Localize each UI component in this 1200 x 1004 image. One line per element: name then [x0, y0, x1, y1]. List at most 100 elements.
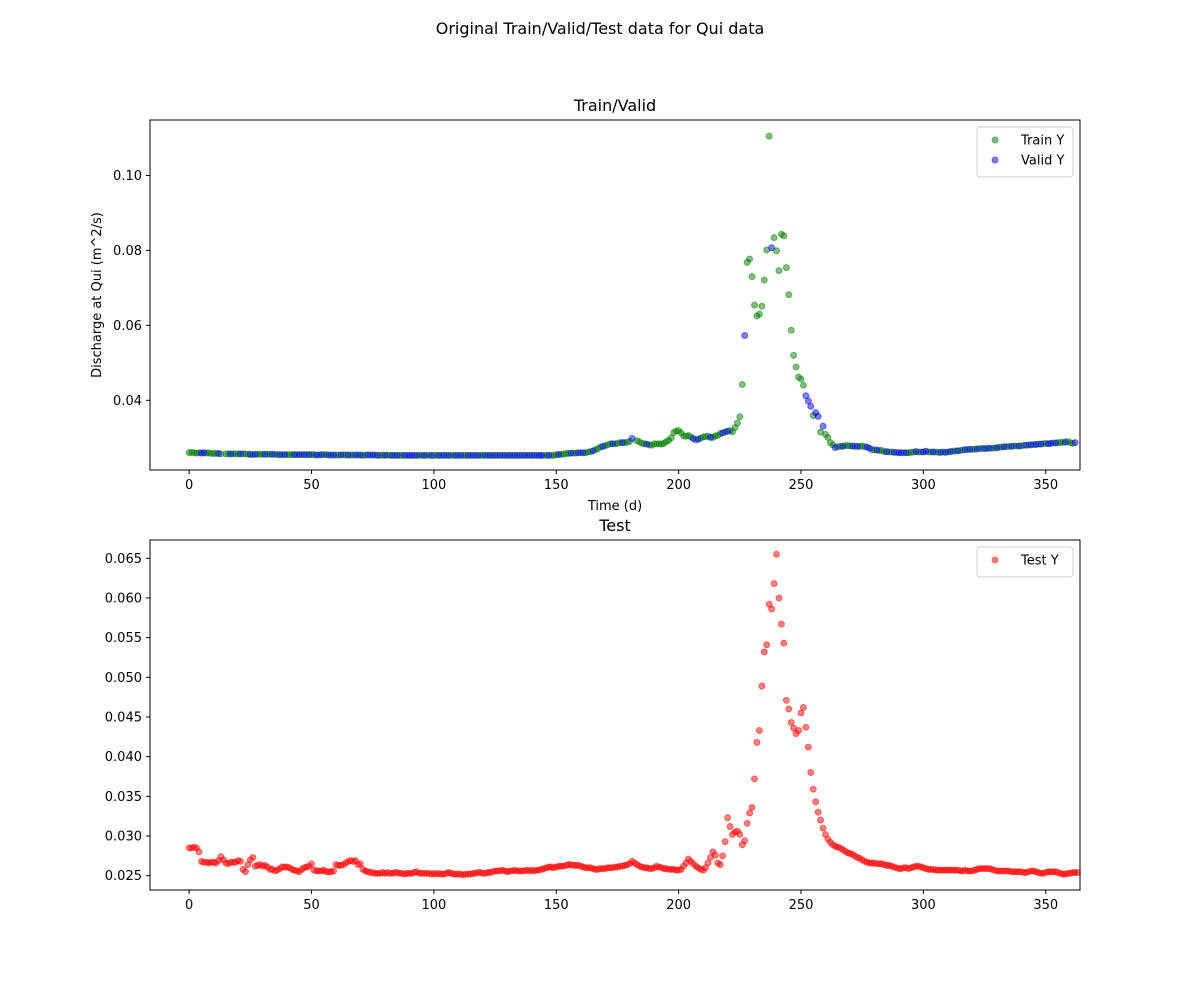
- data-point: [799, 381, 807, 389]
- data-point: [782, 696, 790, 704]
- data-point: [751, 301, 758, 309]
- data-point: [724, 427, 732, 435]
- x-tick-label: 50: [303, 898, 320, 913]
- test-series-test-y: [185, 550, 1082, 879]
- data-point: [726, 823, 734, 831]
- data-point: [1061, 438, 1069, 446]
- data-point: [337, 451, 345, 459]
- data-point: [985, 444, 993, 452]
- data-point: [792, 363, 800, 371]
- data-point: [797, 375, 805, 383]
- x-tick-label: 0: [185, 898, 193, 913]
- data-point: [227, 450, 235, 458]
- data-point: [706, 433, 714, 441]
- data-point: [643, 440, 651, 448]
- data-point: [445, 451, 453, 459]
- data-point: [589, 447, 597, 455]
- data-point: [807, 769, 815, 777]
- y-tick-label: 0.065: [105, 552, 142, 567]
- data-point: [795, 726, 803, 734]
- data-point: [1015, 442, 1023, 450]
- train-valid-legend: Train Y Valid Y: [976, 126, 1074, 178]
- data-point: [1000, 443, 1008, 451]
- data-point: [755, 310, 763, 318]
- data-point: [237, 857, 245, 865]
- data-point: [721, 838, 729, 846]
- data-point: [780, 639, 788, 647]
- test-axes-frame: [149, 539, 1081, 891]
- data-point: [599, 442, 607, 450]
- data-point: [746, 809, 754, 817]
- data-point: [760, 648, 768, 656]
- data-point: [787, 326, 795, 334]
- y-tick-label: 0.040: [105, 750, 142, 765]
- data-point: [268, 450, 276, 458]
- data-point: [733, 419, 741, 427]
- data-point: [773, 247, 781, 255]
- data-point: [787, 719, 795, 727]
- data-point: [545, 451, 553, 459]
- legend-label: Test Y: [1020, 554, 1059, 569]
- legend-marker: [991, 136, 999, 144]
- x-tick-label: 100: [421, 478, 446, 493]
- data-point: [839, 442, 847, 450]
- data-point: [831, 444, 839, 452]
- data-point: [1074, 869, 1082, 877]
- data-point: [237, 450, 245, 458]
- legend-marker: [991, 556, 999, 564]
- train-valid-series-valid-y: [197, 244, 1079, 459]
- legend-label: Train Y: [1020, 134, 1064, 149]
- data-point: [330, 451, 338, 459]
- data-point: [758, 682, 766, 690]
- y-tick-label: 0.06: [113, 319, 142, 334]
- train-valid-series-train-y: [185, 132, 1077, 459]
- data-point: [308, 860, 316, 868]
- y-tick-label: 0.035: [105, 790, 142, 805]
- data-point: [1071, 439, 1079, 447]
- data-point: [704, 859, 712, 867]
- data-point: [993, 444, 1001, 452]
- x-tick-label: 300: [911, 898, 936, 913]
- data-point: [724, 814, 732, 822]
- x-tick-label: 200: [666, 898, 691, 913]
- data-point: [790, 351, 798, 359]
- data-point: [628, 435, 636, 443]
- data-point: [775, 267, 783, 275]
- data-point: [902, 449, 910, 457]
- data-point: [782, 264, 790, 272]
- x-tick-label: 250: [789, 478, 814, 493]
- data-point: [741, 837, 749, 845]
- data-point: [305, 451, 313, 459]
- x-tick-label: 200: [666, 478, 691, 493]
- data-point: [719, 852, 727, 860]
- data-point: [330, 867, 338, 875]
- data-point: [748, 273, 756, 281]
- test-title: Test: [598, 516, 631, 535]
- data-point: [780, 232, 788, 240]
- data-point: [809, 785, 817, 793]
- data-point: [785, 291, 793, 299]
- data-point: [954, 447, 962, 455]
- data-point: [814, 412, 822, 420]
- y-tick-label: 0.060: [105, 591, 142, 606]
- data-point: [785, 705, 793, 713]
- data-point: [768, 244, 776, 252]
- data-point: [812, 798, 820, 806]
- y-tick-label: 0.050: [105, 671, 142, 686]
- y-tick-label: 0.08: [113, 244, 142, 259]
- x-tick-label: 50: [303, 478, 320, 493]
- data-point: [356, 860, 364, 868]
- data-point: [736, 830, 744, 838]
- y-tick-label: 0.04: [113, 394, 142, 409]
- data-point: [763, 641, 771, 649]
- data-point: [317, 451, 325, 459]
- data-point: [618, 439, 626, 447]
- train-valid-x-axis-label: Time (d): [587, 499, 642, 514]
- train-valid-y-axis-label: Discharge at Qui (m^2/s): [90, 212, 105, 378]
- data-point: [777, 620, 785, 628]
- data-point: [804, 743, 812, 751]
- data-point: [768, 605, 776, 613]
- data-point: [973, 445, 981, 453]
- data-point: [819, 422, 827, 430]
- data-point: [799, 703, 807, 711]
